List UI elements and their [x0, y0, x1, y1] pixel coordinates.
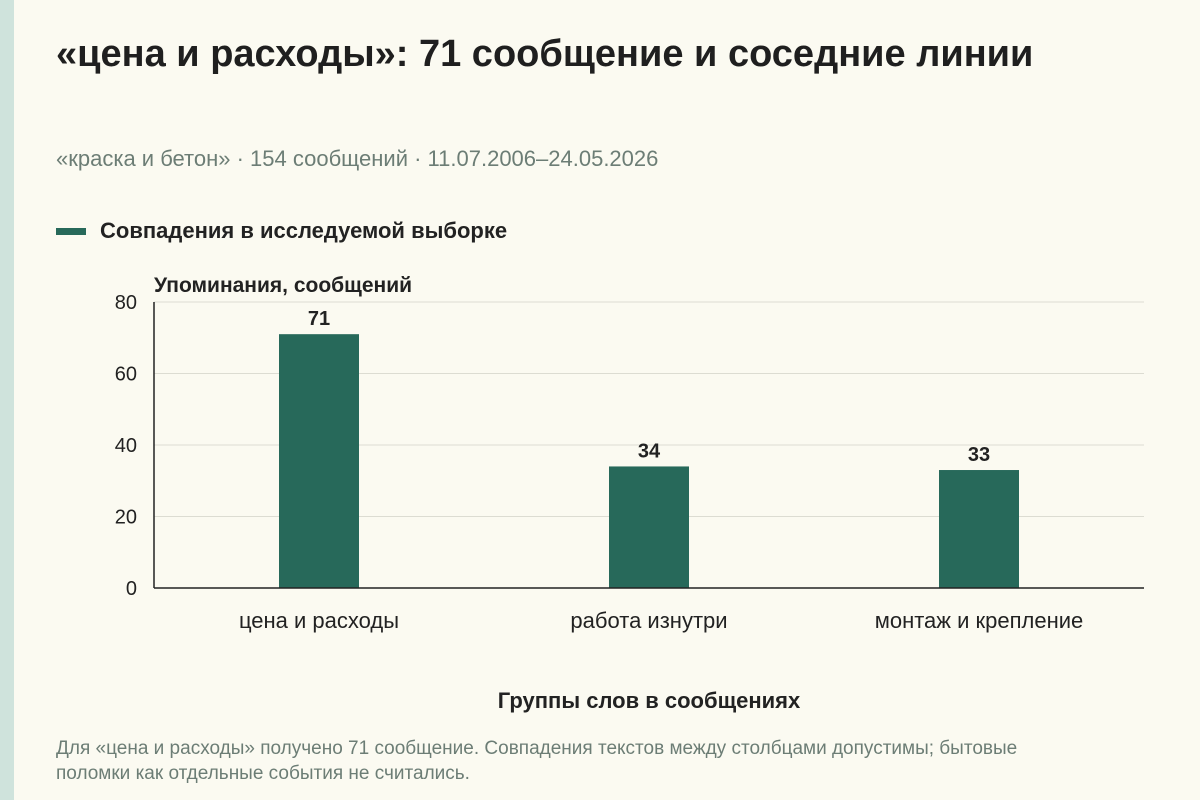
bar: [609, 466, 689, 588]
bar-value-label: 33: [968, 444, 990, 466]
bar-value-label: 71: [308, 308, 330, 330]
bar: [279, 334, 359, 588]
category-label: монтаж и крепление: [875, 608, 1084, 633]
y-tick-label: 20: [115, 507, 137, 529]
bars: [279, 334, 1019, 588]
bar: [939, 470, 1019, 588]
legend: Совпадения в исследуемой выборке: [56, 218, 507, 244]
y-tick-labels: 0 20 40 60 80: [115, 292, 137, 600]
category-label: цена и расходы: [239, 608, 399, 633]
footnote: Для «цена и расходы» получено 71 сообщен…: [56, 738, 1018, 784]
y-tick-label: 40: [115, 435, 137, 457]
category-labels: цена и расходы работа изнутри монтаж и кре…: [239, 608, 1083, 633]
y-tick-label: 0: [126, 578, 137, 600]
category-label: работа изнутри: [570, 608, 727, 633]
y-tick-label: 80: [115, 292, 137, 314]
chart-title: «цена и расходы»: 71 сообщение и соседни…: [56, 33, 1034, 75]
y-tick-label: 60: [115, 364, 137, 386]
x-axis-title: Группы слов в сообщениях: [498, 688, 801, 713]
value-labels: 71 34 33: [308, 308, 990, 466]
bar-value-label: 34: [638, 440, 661, 462]
legend-label: Совпадения в исследуемой выборке: [100, 218, 508, 243]
chart-subtitle: «краска и бетон» · 154 сообщений · 11.07…: [56, 146, 659, 171]
side-accent-stripe: [0, 0, 14, 800]
y-axis-title: Упоминания, сообщений: [154, 274, 412, 297]
legend-swatch: [56, 227, 86, 235]
